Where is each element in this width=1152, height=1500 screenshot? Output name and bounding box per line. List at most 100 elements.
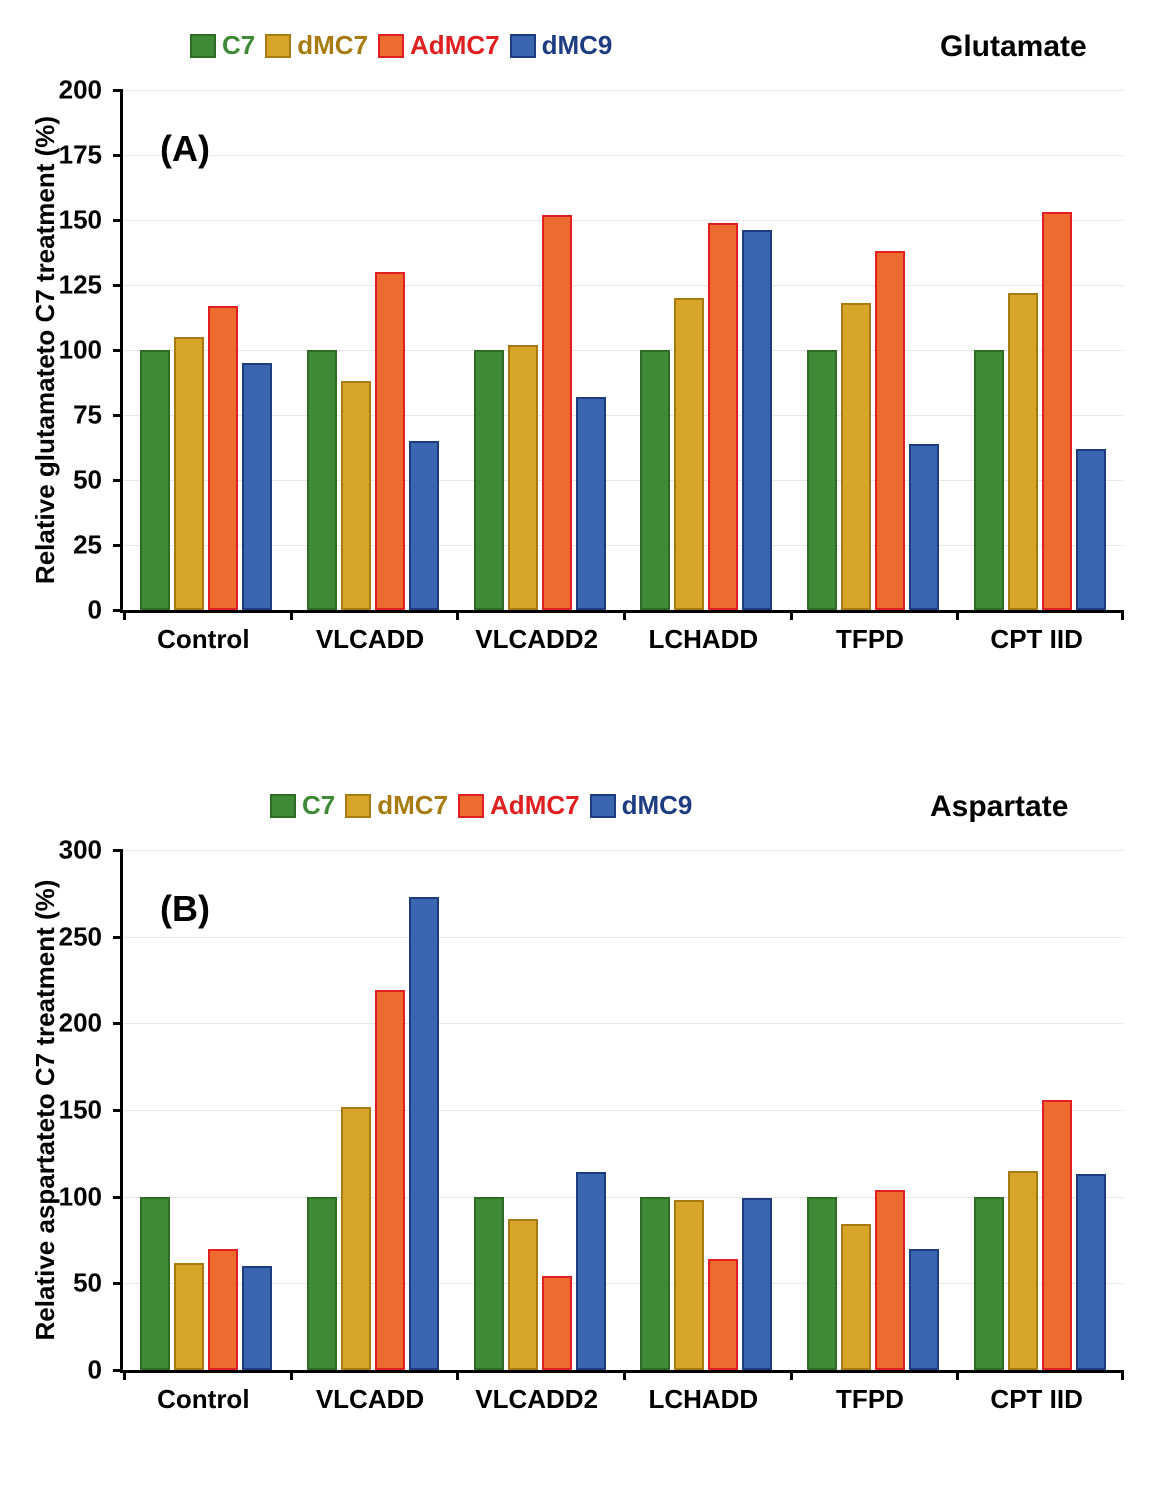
gridline (123, 850, 1123, 851)
y-axis-label: Relative glutamateto C7 treatment (%) (30, 90, 61, 610)
x-category-label: LCHADD (648, 1384, 758, 1415)
legend-swatch (190, 34, 216, 58)
x-tick-mark (290, 1370, 293, 1380)
bar (974, 1197, 1004, 1370)
legend-label: AdMC7 (410, 30, 500, 61)
y-tick-mark (113, 89, 123, 92)
x-tick-mark (1121, 1370, 1124, 1380)
bar (474, 1197, 504, 1370)
legend-item: dMC7 (265, 30, 368, 61)
bar (542, 215, 572, 610)
y-tick-mark (113, 414, 123, 417)
bar (341, 1107, 371, 1370)
gridline (123, 90, 1123, 91)
bar (974, 350, 1004, 610)
bar (909, 444, 939, 610)
x-category-label: Control (157, 624, 249, 655)
bar (708, 1259, 738, 1370)
y-tick-mark (113, 349, 123, 352)
bar (140, 350, 170, 610)
legend-swatch (345, 794, 371, 818)
gridline (123, 155, 1123, 156)
x-tick-mark (456, 1370, 459, 1380)
panel-b: C7dMC7AdMC7dMC9AspartateRelative asparta… (0, 780, 1152, 1480)
plot-area (120, 850, 1123, 1373)
y-tick-mark (113, 849, 123, 852)
x-tick-mark (456, 610, 459, 620)
bar (807, 1197, 837, 1370)
bar (742, 1198, 772, 1370)
gridline (123, 1023, 1123, 1024)
legend-item: C7 (270, 790, 335, 821)
bar (841, 303, 871, 610)
bar (409, 897, 439, 1370)
x-category-label: TFPD (836, 624, 904, 655)
y-tick-mark (113, 284, 123, 287)
bar (807, 350, 837, 610)
y-axis-label: Relative aspartateto C7 treatment (%) (30, 850, 61, 1370)
bar (1008, 293, 1038, 610)
legend-item: C7 (190, 30, 255, 61)
x-tick-mark (956, 1370, 959, 1380)
bar (375, 272, 405, 610)
legend-swatch (270, 794, 296, 818)
legend-swatch (378, 34, 404, 58)
plot-area (120, 90, 1123, 613)
bar (1076, 449, 1106, 610)
bar (909, 1249, 939, 1370)
x-tick-mark (1121, 610, 1124, 620)
legend-label: C7 (222, 30, 255, 61)
bar (742, 230, 772, 610)
y-tick-mark (113, 1109, 123, 1112)
legend-item: AdMC7 (378, 30, 500, 61)
legend-swatch (265, 34, 291, 58)
x-category-label: TFPD (836, 1384, 904, 1415)
legend-item: dMC7 (345, 790, 448, 821)
bar (140, 1197, 170, 1370)
bar (708, 223, 738, 610)
bar (242, 363, 272, 610)
bar (1042, 212, 1072, 610)
x-tick-mark (123, 610, 126, 620)
panel-letter: (A) (160, 128, 210, 170)
bar (674, 298, 704, 610)
x-tick-mark (623, 1370, 626, 1380)
bar (242, 1266, 272, 1370)
y-tick-mark (113, 479, 123, 482)
gridline (123, 1110, 1123, 1111)
y-tick-mark (113, 936, 123, 939)
legend-label: dMC7 (297, 30, 368, 61)
legend-item: dMC9 (510, 30, 613, 61)
bar (542, 1276, 572, 1370)
x-tick-mark (790, 610, 793, 620)
bar (674, 1200, 704, 1370)
legend-swatch (590, 794, 616, 818)
y-tick-mark (113, 154, 123, 157)
bar (640, 1197, 670, 1370)
chart-legend: C7 dMC7 AdMC7 dMC9 (270, 790, 692, 821)
bar (341, 381, 371, 610)
gridline (123, 285, 1123, 286)
y-tick-mark (113, 544, 123, 547)
y-tick-mark (113, 609, 123, 612)
bar (576, 1172, 606, 1370)
bar (409, 441, 439, 610)
chart-legend: C7 dMC7 AdMC7 dMC9 (190, 30, 612, 61)
y-tick-mark (113, 1022, 123, 1025)
bar (174, 1263, 204, 1370)
legend-item: AdMC7 (458, 790, 580, 821)
legend-label: dMC9 (622, 790, 693, 821)
y-tick-mark (113, 219, 123, 222)
x-category-label: CPT IID (990, 1384, 1082, 1415)
x-tick-mark (123, 1370, 126, 1380)
bar (307, 1197, 337, 1370)
panel-a: C7dMC7AdMC7dMC9GlutamateRelative glutama… (0, 20, 1152, 720)
bar (208, 1249, 238, 1370)
x-category-label: VLCADD (316, 624, 424, 655)
y-tick-mark (113, 1369, 123, 1372)
figure-root: C7dMC7AdMC7dMC9GlutamateRelative glutama… (0, 0, 1152, 1500)
legend-label: dMC7 (377, 790, 448, 821)
bar (875, 251, 905, 610)
x-category-label: Control (157, 1384, 249, 1415)
x-category-label: VLCADD2 (475, 1384, 598, 1415)
